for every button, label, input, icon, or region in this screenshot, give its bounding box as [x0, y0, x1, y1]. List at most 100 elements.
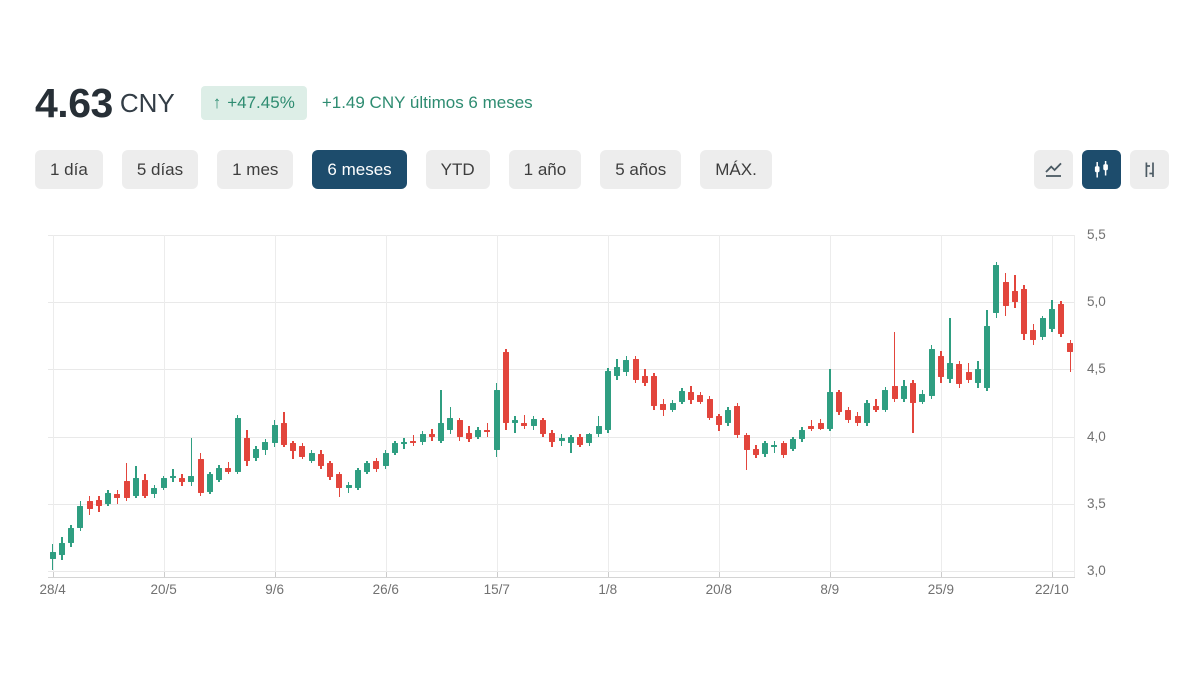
candle-body	[391, 443, 398, 453]
candle-body	[577, 436, 583, 445]
chart-type-selector	[1034, 150, 1169, 189]
candle-body	[539, 420, 546, 434]
candle-body	[1021, 288, 1028, 335]
range-button-6-meses[interactable]: 6 meses	[312, 150, 407, 189]
x-axis-tick	[940, 572, 942, 577]
candle-body	[197, 459, 204, 494]
candlestick-chart[interactable]: 5,5 5,0 4,5 4,0 3,5 3,0 28/4 20/5 9/6 26/6 15/7 1/8…	[40, 227, 1106, 597]
candle-body	[160, 478, 167, 488]
ohlc-chart-button[interactable]	[1130, 150, 1169, 189]
candle-body	[706, 398, 713, 418]
up-arrow-icon: ↑	[212, 93, 222, 112]
candle-body	[151, 487, 158, 495]
candle-body	[1067, 342, 1074, 352]
candle-body	[132, 478, 139, 496]
range-button-max[interactable]: MÁX.	[700, 150, 772, 189]
x-axis-tick	[163, 572, 165, 577]
candle-body	[762, 443, 769, 455]
x-axis-tick	[385, 572, 387, 577]
line-chart-button[interactable]	[1034, 150, 1073, 189]
candle-body	[364, 463, 371, 472]
gridline-vertical	[274, 235, 276, 577]
candle-body	[854, 416, 861, 424]
candle-body	[68, 527, 75, 543]
price-header: 4.63 CNY ↑ +47.45% +1.49 CNY últimos 6 m…	[35, 80, 533, 126]
candle-wick	[514, 416, 516, 433]
candle-body	[188, 475, 195, 483]
line-chart-icon	[1045, 162, 1062, 177]
candle-wick	[190, 437, 193, 487]
candle-wick	[1069, 339, 1072, 373]
ohlc-icon	[1145, 162, 1154, 177]
candle-body	[234, 417, 241, 472]
x-axis-tick	[829, 572, 831, 577]
candle-body	[956, 364, 963, 385]
candle-body	[641, 376, 648, 383]
candle-wick	[745, 432, 748, 471]
candle-body	[1030, 330, 1037, 340]
candle-body	[836, 392, 843, 413]
candle-body	[882, 389, 889, 410]
x-axis-label: 20/8	[705, 582, 732, 597]
candle-body	[604, 370, 611, 430]
candle-body	[845, 409, 852, 421]
candle-body	[114, 494, 121, 499]
candlestick-chart-button[interactable]	[1082, 150, 1121, 189]
candle-body	[58, 542, 65, 555]
gridline-horizontal	[48, 503, 1075, 505]
candle-body	[725, 409, 732, 424]
candle-body	[965, 372, 972, 381]
candle-body	[651, 376, 658, 406]
candle-body	[86, 501, 93, 510]
candle-body	[521, 423, 528, 426]
candle-body	[428, 433, 435, 437]
x-axis-tick	[1051, 572, 1053, 577]
candle-body	[549, 432, 556, 442]
candle-body	[734, 405, 741, 436]
candle-body	[715, 416, 722, 425]
change-percent: +47.45%	[227, 93, 295, 112]
candle-body	[595, 425, 602, 434]
candle-body	[614, 366, 620, 377]
candle-body	[752, 448, 759, 456]
candle-body	[465, 432, 472, 440]
price-currency: CNY	[119, 87, 175, 118]
candle-body	[623, 359, 630, 373]
range-button-1-dia[interactable]: 1 día	[35, 150, 103, 189]
range-button-5-dias[interactable]: 5 días	[121, 150, 199, 189]
price-value: 4.63	[35, 79, 113, 126]
candle-body	[105, 493, 112, 504]
candle-body	[873, 405, 880, 410]
candle-body	[280, 423, 287, 445]
candle-body	[632, 358, 639, 381]
candle-body	[947, 362, 954, 379]
plot-right-border	[1074, 235, 1075, 577]
range-button-5-anos[interactable]: 5 años	[600, 150, 682, 189]
candlestick-icon	[1094, 161, 1108, 178]
range-button-1-ano[interactable]: 1 año	[508, 150, 582, 189]
range-button-ytd[interactable]: YTD	[425, 150, 490, 189]
candle-body	[484, 429, 491, 432]
candle-body	[780, 443, 787, 456]
candle-body	[410, 440, 417, 444]
candle-body	[928, 349, 935, 397]
candle-body	[419, 433, 426, 442]
chart-toolbar: 1 día 5 días 1 mes 6 meses YTD 1 año 5 años MÁX…	[35, 150, 1169, 189]
candle-body	[688, 392, 695, 401]
x-axis-label: 1/8	[598, 582, 618, 597]
candle-body	[910, 382, 917, 403]
candle-body	[817, 423, 824, 429]
candle-body	[789, 439, 796, 449]
range-button-1-mes[interactable]: 1 mes	[217, 150, 294, 189]
gridline-horizontal	[48, 369, 1075, 371]
y-axis-label: 5,0	[1087, 294, 1106, 310]
candle-body	[678, 390, 685, 402]
candle-body	[1058, 303, 1065, 335]
candle-body	[271, 424, 278, 444]
range-selector: 1 día 5 días 1 mes 6 meses YTD 1 año 5 años MÁX…	[35, 150, 772, 189]
x-axis-line	[48, 577, 1075, 578]
change-badge: ↑ +47.45%	[200, 86, 307, 120]
y-axis-label: 3,0	[1087, 563, 1106, 578]
candle-body	[697, 394, 704, 402]
candle-body	[169, 475, 176, 478]
